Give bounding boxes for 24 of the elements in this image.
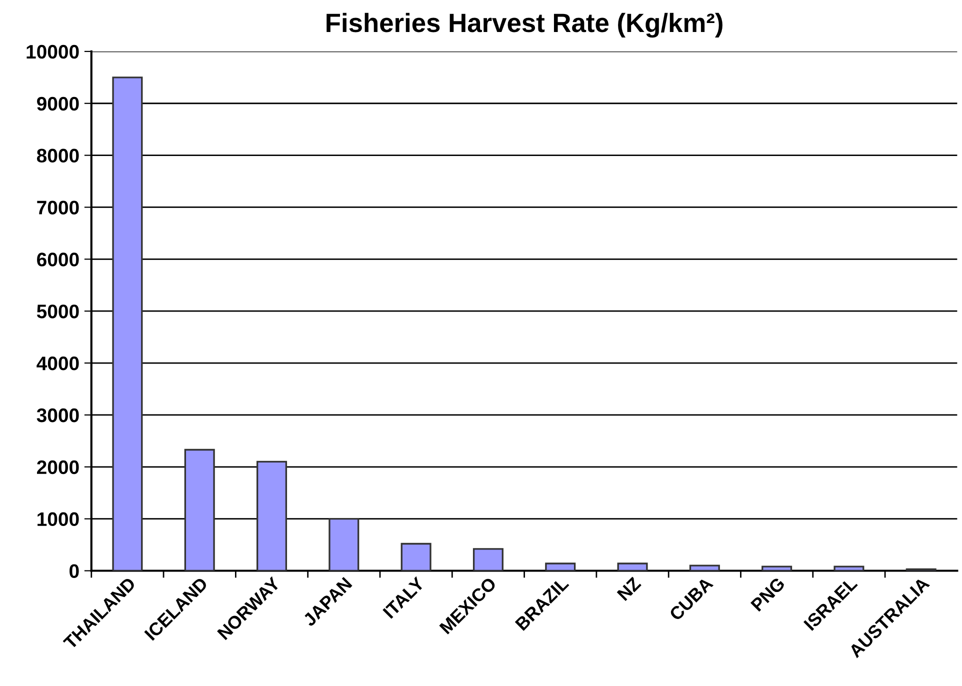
- y-tick-label: 6000: [37, 252, 79, 266]
- bar: [472, 548, 504, 571]
- bar: [256, 460, 288, 571]
- y-tick-label: 3000: [36, 408, 79, 422]
- bar: [328, 518, 360, 571]
- x-tick-label: NZ: [616, 576, 642, 602]
- bar: [184, 448, 215, 571]
- bar: [400, 542, 432, 571]
- bar: [545, 562, 576, 571]
- y-tick-label: 4000: [36, 356, 79, 370]
- bar: [617, 562, 648, 571]
- y-tick-label: 10000: [26, 44, 79, 59]
- bar: [762, 566, 792, 571]
- y-tick-label: 7000: [37, 200, 79, 214]
- bar: [834, 566, 864, 571]
- bar: [112, 76, 143, 571]
- bar: [689, 564, 720, 571]
- y-tick-label: 0: [70, 564, 79, 578]
- y-tick-label: 9000: [37, 96, 79, 111]
- y-tick-label: 5000: [36, 304, 79, 318]
- y-tick-label: 2000: [37, 460, 79, 474]
- chart-title: Fisheries Harvest Rate (Kg/km²): [326, 12, 722, 38]
- y-tick-label: 8000: [36, 148, 79, 163]
- y-tick-label: 1000: [38, 512, 79, 526]
